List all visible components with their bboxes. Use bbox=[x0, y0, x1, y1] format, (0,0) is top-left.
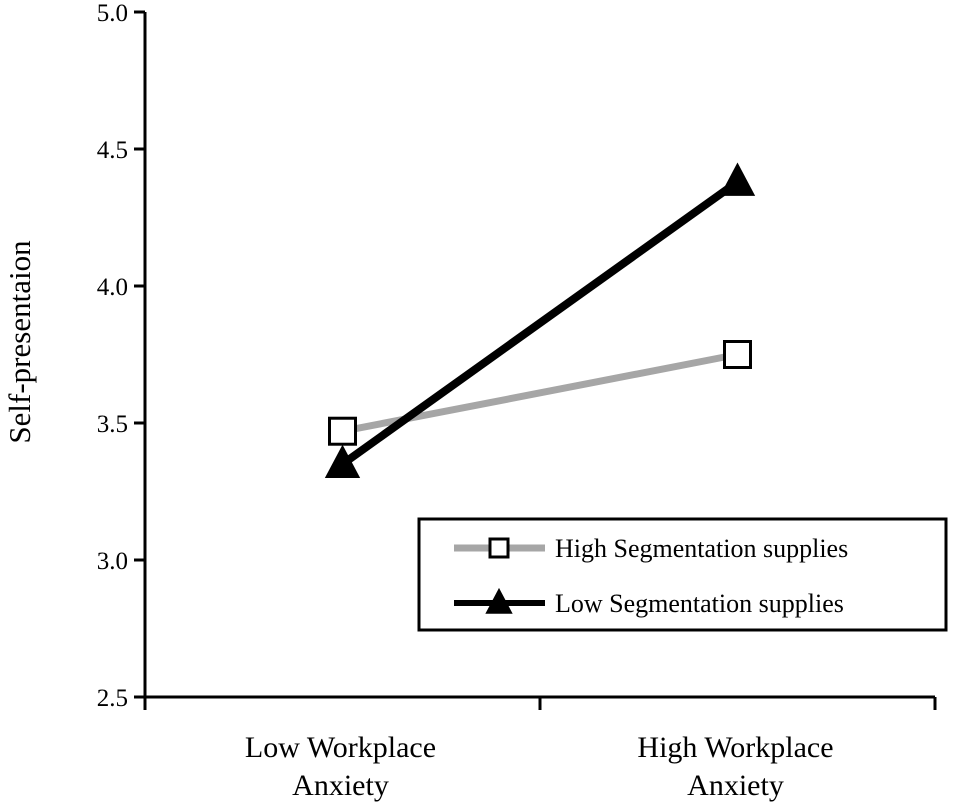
series-line bbox=[338, 177, 742, 469]
data-point-marker bbox=[324, 444, 361, 479]
legend-entry: High Segmentation supplies bbox=[454, 534, 848, 563]
y-tick-label: 3.0 bbox=[97, 548, 128, 575]
series-2 bbox=[324, 162, 756, 479]
y-axis-ticks: 2.5 3.0 3.5 4.0 4.5 5.0 bbox=[97, 0, 145, 712]
series-layer bbox=[324, 162, 756, 479]
x-axis-ticks: Low Workplace Anxiety High Workplace Anxiet… bbox=[143, 697, 937, 802]
data-point-marker bbox=[723, 340, 752, 369]
legend-label: High Segmentation supplies bbox=[555, 534, 848, 563]
y-tick-label: 3.5 bbox=[97, 411, 128, 438]
x-category-label: Low Workplace Anxiety bbox=[245, 731, 436, 802]
y-axis-label: Self-presentaion bbox=[2, 240, 37, 444]
legend: High Segmentation supplies Low Segmentati… bbox=[417, 517, 948, 632]
y-tick-label: 4.0 bbox=[97, 274, 128, 301]
legend-entry: Low Segmentation supplies bbox=[454, 587, 844, 618]
y-tick-label: 5.0 bbox=[97, 0, 128, 27]
data-point-marker bbox=[328, 416, 357, 446]
y-tick-label: 4.5 bbox=[97, 137, 128, 164]
x-category-label-line: Anxiety bbox=[687, 769, 784, 802]
x-category-label: High Workplace Anxiety bbox=[637, 731, 833, 802]
data-point-marker bbox=[719, 162, 756, 196]
y-tick-label: 2.5 bbox=[97, 685, 128, 712]
x-category-label-line: Anxiety bbox=[292, 769, 389, 802]
x-category-label-line: Low Workplace bbox=[245, 731, 436, 764]
x-category-label-line: High Workplace bbox=[637, 731, 833, 764]
legend-label: Low Segmentation supplies bbox=[555, 589, 844, 618]
legend-swatch-marker bbox=[485, 587, 513, 614]
legend-swatch-marker bbox=[488, 537, 510, 559]
